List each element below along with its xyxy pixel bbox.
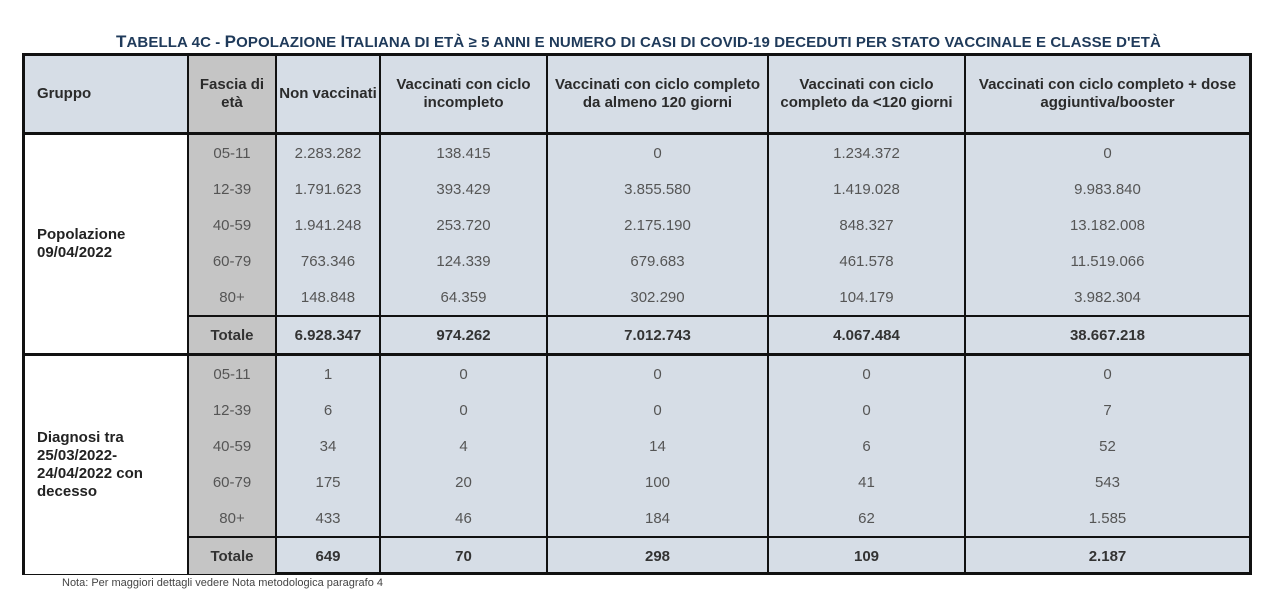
table-row: 80+ 433 46 184 62 1.585: [25, 500, 1249, 537]
value-cell: 1.234.372: [768, 133, 966, 171]
value-cell: 253.720: [380, 207, 548, 243]
total-label: Totale: [188, 315, 277, 356]
age-cell: 12-39: [188, 392, 277, 428]
table-title: TABELLA 4C - POPOLAZIONE ITALIANA DI ETÀ…: [116, 32, 1161, 51]
value-cell: 148.848: [276, 279, 381, 316]
value-cell: 52: [1099, 437, 1116, 455]
header-booster: Vaccinati con ciclo completo + dose aggi…: [965, 56, 1249, 135]
value-cell: 100: [547, 464, 769, 500]
table-row: 12-39 1.791.623 393.429 3.855.580 1.419.028 9…: [25, 171, 1249, 207]
value-cell: 433: [276, 500, 381, 537]
value-cell: 0: [380, 354, 548, 392]
value-cell: 543: [1094, 473, 1121, 491]
value-cell: 62: [768, 500, 966, 537]
value-cell: 138.415: [380, 133, 548, 171]
value-cell: 3.855.580: [547, 171, 769, 207]
total-cell: 109: [768, 536, 966, 574]
value-cell: 393.429: [380, 171, 548, 207]
value-cell: 64.359: [380, 279, 548, 316]
group-label: Diagnosi tra 25/03/2022-24/04/2022 con d…: [25, 353, 189, 574]
value-cell: 34: [276, 428, 381, 464]
header-fascia: Fascia di età: [188, 56, 277, 135]
value-cell: 184: [547, 500, 769, 537]
value-cell: 848.327: [768, 207, 966, 243]
value-cell: 4: [380, 428, 548, 464]
total-cell: 70: [380, 536, 548, 574]
value-cell: 1.585: [1088, 509, 1127, 527]
age-cell: 60-79: [188, 243, 277, 279]
age-cell: 80+: [188, 279, 277, 316]
value-cell: 3.982.304: [1074, 288, 1141, 306]
header-non-vaccinati: Non vaccinati: [276, 56, 381, 135]
total-cell: 38.667.218: [965, 315, 1249, 356]
value-cell: 9.983.840: [1074, 180, 1141, 198]
total-cell: 6.928.347: [276, 315, 381, 356]
value-cell: 679.683: [547, 243, 769, 279]
value-cell: 46: [380, 500, 548, 537]
age-cell: 05-11: [188, 354, 277, 392]
value-cell: 1.791.623: [276, 171, 381, 207]
footnote: Nota: Per maggiori dettagli vedere Nota …: [62, 577, 384, 589]
value-cell: 0: [1103, 144, 1112, 162]
total-row: Totale 649 70 298 109 2.187: [25, 536, 1249, 574]
age-cell: 40-59: [188, 428, 277, 464]
value-cell: 0: [547, 133, 769, 171]
value-cell: 461.578: [768, 243, 966, 279]
value-cell: 0: [1103, 365, 1112, 383]
total-cell: 298: [547, 536, 769, 574]
age-cell: 40-59: [188, 207, 277, 243]
value-cell: 302.290: [547, 279, 769, 316]
total-label: Totale: [188, 536, 277, 574]
header-completo-lt120: Vaccinati con ciclo completo da <120 gio…: [768, 56, 966, 135]
value-cell: 0: [768, 392, 966, 428]
value-cell: 6: [276, 392, 381, 428]
value-cell: 0: [547, 354, 769, 392]
value-cell: 1.941.248: [276, 207, 381, 243]
group-label: Popolazione 09/04/2022: [25, 133, 189, 355]
total-cell: 649: [276, 536, 381, 574]
header-row: Gruppo Fascia di età Non vaccinati Vacci…: [25, 56, 1249, 135]
value-cell: 124.339: [380, 243, 548, 279]
value-cell: 41: [768, 464, 966, 500]
value-cell: 13.182.008: [1069, 216, 1146, 234]
table-row: 40-59 34 4 14 6 52: [25, 428, 1249, 464]
value-cell: 763.346: [276, 243, 381, 279]
value-cell: 104.179: [768, 279, 966, 316]
value-cell: 7: [1103, 401, 1112, 419]
value-cell: 20: [380, 464, 548, 500]
value-cell: 11.519.066: [1070, 252, 1145, 270]
value-cell: 1.419.028: [768, 171, 966, 207]
age-cell: 05-11: [188, 133, 277, 171]
table-row: 60-79 763.346 124.339 679.683 461.578 11.519.…: [25, 243, 1249, 279]
value-cell: 0: [768, 354, 966, 392]
age-cell: 12-39: [188, 171, 277, 207]
header-incompleto: Vaccinati con ciclo incompleto: [380, 56, 548, 135]
value-cell: 0: [380, 392, 548, 428]
age-cell: 60-79: [188, 464, 277, 500]
table-row: 80+ 148.848 64.359 302.290 104.179 3.982.304: [25, 279, 1249, 316]
value-cell: 14: [547, 428, 769, 464]
total-cell: 974.262: [380, 315, 548, 356]
total-cell: 4.067.484: [768, 315, 966, 356]
value-cell: 175: [276, 464, 381, 500]
value-cell: 2.175.190: [547, 207, 769, 243]
value-cell: 6: [768, 428, 966, 464]
table-row: 12-39 6 0 0 0 7: [25, 392, 1249, 428]
value-cell: 0: [547, 392, 769, 428]
value-cell: 1: [276, 354, 381, 392]
table-row: Popolazione 09/04/2022 05-11 2.283.282 138.…: [25, 133, 1249, 355]
table-row: Diagnosi tra 25/03/2022-24/04/2022 con d…: [25, 353, 1249, 574]
header-gruppo: Gruppo: [25, 56, 189, 135]
total-cell: 2.187: [965, 536, 1249, 574]
table-row: 60-79 175 20 100 41 543: [25, 464, 1249, 500]
value-cell: 2.283.282: [276, 133, 381, 171]
header-completo-120: Vaccinati con ciclo completo da almeno 1…: [547, 56, 769, 135]
data-table: Gruppo Fascia di età Non vaccinati Vacci…: [22, 53, 1252, 575]
age-cell: 80+: [188, 500, 277, 537]
total-row: Totale 6.928.347 974.262 7.012.743 4.067.484…: [25, 315, 1249, 356]
total-cell: 7.012.743: [547, 315, 769, 356]
table-row: 40-59 1.941.248 253.720 2.175.190 848.327 13.…: [25, 207, 1249, 243]
